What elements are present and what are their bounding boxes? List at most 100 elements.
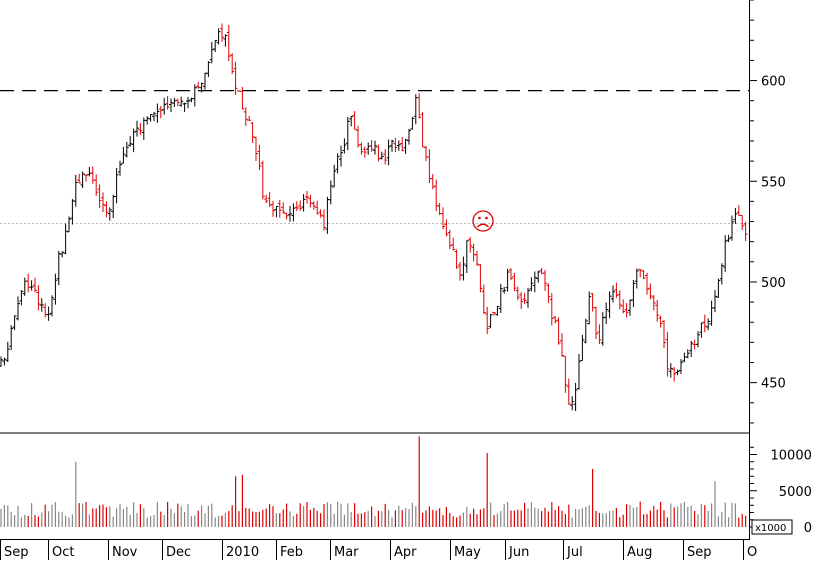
- price-bar: [634, 268, 639, 289]
- price-bar: [240, 87, 245, 110]
- price-bar: [420, 112, 425, 148]
- time-tick-label: Aug: [627, 545, 652, 560]
- price-bar: [679, 359, 683, 374]
- price-bar: [29, 280, 34, 291]
- price-bar: [597, 324, 602, 345]
- price-bar: [417, 93, 422, 119]
- price-bar: [203, 72, 207, 90]
- price-bar: [5, 341, 10, 362]
- price-bar: [26, 273, 31, 293]
- price-bar: [254, 136, 258, 161]
- price-bar: [369, 139, 374, 152]
- price-bar: [315, 200, 320, 215]
- price-bar: [284, 213, 289, 220]
- price-bar: [233, 61, 238, 95]
- price-bar: [645, 272, 649, 295]
- price-bar: [271, 200, 275, 217]
- price-bar: [152, 112, 156, 121]
- price-bar: [672, 366, 677, 382]
- price-bar: [390, 139, 394, 152]
- time-tick-label: Nov: [112, 545, 138, 560]
- price-bar: [9, 325, 14, 351]
- price-bar: [342, 138, 347, 154]
- price-bar: [604, 302, 609, 324]
- price-bar: [651, 295, 656, 311]
- price-bar: [689, 340, 694, 357]
- price-bar: [475, 250, 479, 266]
- price-bar: [90, 166, 95, 184]
- price-bar: [349, 115, 354, 127]
- price-bar: [131, 128, 136, 153]
- price-bar: [186, 96, 190, 109]
- volume-axis-ticks: 0 5000 10000 x1000: [750, 446, 812, 536]
- price-bar: [743, 221, 748, 242]
- price-bar: [675, 369, 680, 376]
- price-bar: [298, 200, 303, 211]
- price-bar: [583, 318, 588, 344]
- price-bar: [189, 97, 194, 103]
- price-bar: [288, 206, 292, 222]
- price-bar: [230, 53, 235, 75]
- annotation-layer: [472, 210, 494, 232]
- price-bar: [305, 191, 309, 204]
- price-reference-lines: [0, 90, 750, 225]
- price-bar: [509, 268, 513, 281]
- price-bar: [339, 145, 343, 167]
- price-bar: [53, 273, 58, 305]
- volume-tick-label: 0: [804, 521, 812, 536]
- sad-face-icon: [472, 210, 494, 232]
- time-tick-label: Sep: [4, 545, 29, 560]
- time-tick-label: 2010: [226, 545, 259, 560]
- price-bar: [512, 272, 517, 292]
- price-bar: [70, 198, 75, 225]
- price-bar: [498, 283, 503, 313]
- chart-axes: [0, 0, 750, 540]
- price-axis-ticks: 450 500 550 600: [750, 0, 786, 424]
- price-bar: [56, 250, 61, 286]
- price-bar: [145, 116, 150, 125]
- price-bar: [386, 139, 391, 166]
- price-bar: [607, 291, 612, 319]
- price-bar: [63, 223, 68, 255]
- price-bar: [495, 305, 500, 316]
- price-bar: [594, 306, 598, 339]
- volume-unit-label: x1000: [755, 523, 786, 534]
- price-bar: [407, 128, 411, 145]
- price-bar: [430, 174, 435, 190]
- price-bar: [655, 299, 660, 322]
- time-tick-label: O: [747, 545, 757, 560]
- price-ohlc-bars: [0, 23, 748, 411]
- price-bar: [427, 149, 432, 184]
- time-tick-label: Mar: [334, 545, 359, 560]
- price-bar: [444, 219, 449, 237]
- price-bar: [179, 96, 184, 107]
- price-bar: [553, 315, 558, 324]
- price-bar: [138, 123, 143, 135]
- price-bar: [454, 249, 459, 269]
- price-bar: [118, 160, 122, 176]
- price-bar: [67, 216, 71, 233]
- price-bar: [226, 24, 231, 62]
- price-bar: [124, 141, 129, 158]
- price-bar: [175, 98, 180, 107]
- price-bar: [73, 174, 78, 207]
- price-bar: [94, 174, 99, 196]
- time-tick-label: Feb: [280, 545, 303, 560]
- price-bar: [114, 168, 119, 204]
- price-bar: [617, 290, 622, 310]
- price-bar: [111, 194, 116, 219]
- price-bar: [396, 140, 401, 151]
- price-bar: [332, 164, 337, 188]
- time-tick-label: Apr: [394, 545, 417, 560]
- price-bar: [22, 277, 27, 296]
- price-tick-label: 600: [761, 75, 786, 90]
- price-bar: [549, 293, 554, 326]
- price-bar: [580, 334, 585, 362]
- price-bar: [685, 349, 690, 359]
- price-bar: [628, 299, 632, 316]
- price-bar: [400, 137, 405, 152]
- price-bar: [169, 98, 173, 112]
- price-bar: [532, 271, 537, 293]
- price-bar: [359, 142, 364, 155]
- price-bar: [294, 201, 299, 212]
